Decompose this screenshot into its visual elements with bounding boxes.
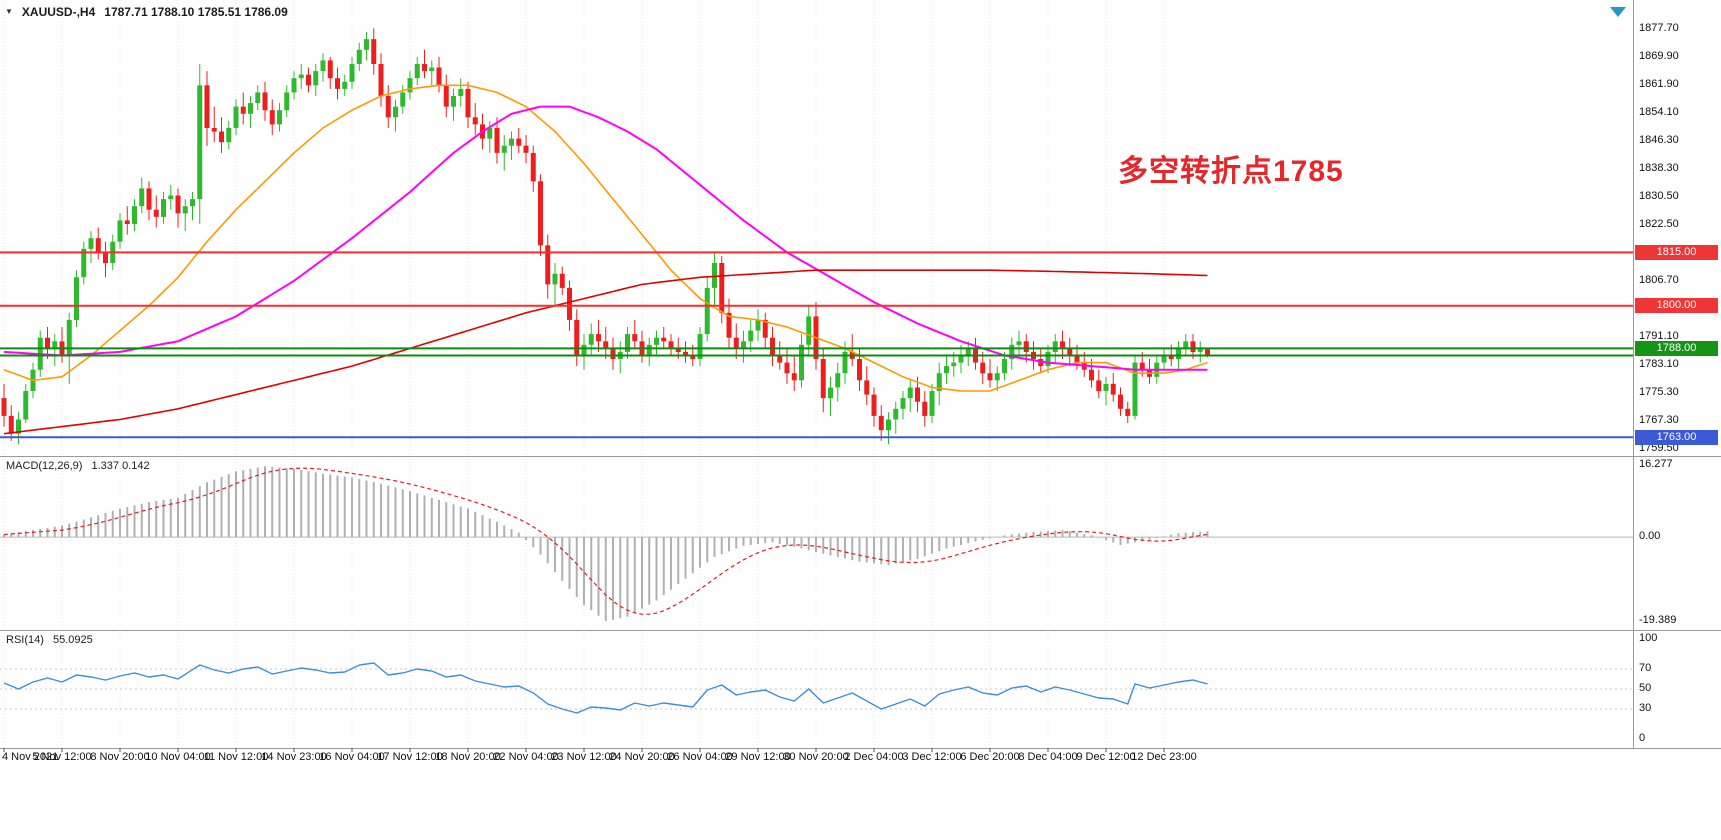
price-tick: 1830.50: [1639, 190, 1679, 202]
price-badge: 1788.00: [1635, 341, 1718, 356]
time-label: 9 Dec 12:00: [1076, 751, 1136, 763]
time-label: 22 Nov 04:00: [493, 751, 559, 763]
symbol-timeframe-label: XAUUSD-,H4: [21, 5, 96, 19]
price-tick: 1877.70: [1639, 22, 1679, 34]
macd-values: 1.337 0.142: [91, 460, 150, 472]
rsi-scale-tick: 70: [1639, 662, 1652, 674]
price-badge: 1763.00: [1635, 430, 1718, 445]
time-label: 30 Nov 20:00: [783, 751, 849, 763]
time-label: 11 Nov 12:00: [203, 751, 269, 763]
price-tick: 1783.10: [1639, 358, 1679, 370]
price-tick: 1846.30: [1639, 134, 1679, 146]
rsi-level-lines: [0, 668, 1633, 710]
rsi-scale-tick: 30: [1639, 702, 1652, 714]
time-label: 26 Nov 04:00: [667, 751, 733, 763]
time-label: 6 Dec 20:00: [960, 751, 1020, 763]
time-label: 16 Nov 04:00: [319, 751, 385, 763]
candles-layer[interactable]: [1, 28, 1211, 445]
chart-header: ▼ XAUUSD-,H4 1787.71 1788.10 1785.51 178…: [5, 5, 288, 19]
hlines-layer[interactable]: [0, 251, 1633, 439]
time-label: 8 Nov 20:00: [90, 751, 150, 763]
time-axis[interactable]: 4 Nov 2021 5 Nov 12:00 8 Nov 20:00 10 Nov 0…: [0, 751, 1721, 767]
time-label: 4 Nov 2021: [2, 751, 59, 763]
price-tick: 1791.10: [1639, 330, 1679, 342]
macd-scale-tick: 16.277: [1639, 458, 1673, 470]
macd-indicator-label: MACD(12,26,9) 1.337 0.142: [6, 460, 156, 472]
price-tick: 1838.30: [1639, 162, 1679, 174]
time-label: 18 Nov 20:00: [435, 751, 501, 763]
macd-scale-tick: 0.00: [1639, 530, 1661, 542]
price-tick: 1759.50: [1639, 442, 1679, 454]
rsi-name: RSI(14): [6, 634, 44, 646]
ma-slow-red: [3, 269, 1208, 435]
price-badge: 1815.00: [1635, 245, 1718, 260]
time-label: 23 Nov 12:00: [551, 751, 617, 763]
price-badge: 1800.00: [1635, 298, 1718, 313]
time-label: 29 Nov 12:00: [725, 751, 791, 763]
time-label: 12 Dec 23:00: [1131, 751, 1197, 763]
price-tick: 1854.10: [1639, 106, 1679, 118]
time-label: 8 Dec 04:00: [1018, 751, 1078, 763]
time-label: 17 Nov 12:00: [377, 751, 443, 763]
rsi-scale-tick: 0: [1639, 732, 1646, 744]
price-tick: 1861.90: [1639, 78, 1679, 90]
time-label: 10 Nov 04:00: [145, 751, 211, 763]
macd-signal-line: [3, 467, 1208, 615]
price-tick: 1822.50: [1639, 218, 1679, 230]
price-tick: 1869.90: [1639, 50, 1679, 62]
macd-scale-tick: -19.389: [1639, 614, 1677, 626]
rsi-indicator-label: RSI(14) 55.0925: [6, 634, 99, 646]
price-tick: 1806.70: [1639, 274, 1679, 286]
ma-fast-orange: [3, 84, 1208, 392]
ohlc-readout: 1787.71 1788.10 1785.51 1786.09: [104, 5, 288, 19]
time-label: 2 Dec 04:00: [844, 751, 904, 763]
scroll-anchor-icon[interactable]: [1610, 7, 1626, 17]
price-tick: 1767.30: [1639, 414, 1679, 426]
rsi-scale-tick: 50: [1639, 682, 1652, 694]
rsi-scale-tick: 100: [1639, 632, 1658, 644]
rsi-values: 55.0925: [52, 634, 93, 646]
pane-separators: [0, 0, 1721, 752]
time-label: 24 Nov 20:00: [609, 751, 675, 763]
time-label: 3 Dec 12:00: [902, 751, 962, 763]
macd-name: MACD(12,26,9): [6, 460, 83, 472]
rsi-line: [3, 662, 1208, 714]
time-label: 5 Nov 12:00: [32, 751, 92, 763]
annotation-text[interactable]: 多空转折点1785: [1118, 155, 1344, 188]
price-tick: 1775.30: [1639, 386, 1679, 398]
macd-histogram: [3, 466, 1209, 622]
time-label: 14 Nov 23:00: [261, 751, 327, 763]
symbol-triangle-icon: ▼: [5, 7, 13, 16]
price-axis[interactable]: 1877.70 1869.90 1861.90 1854.10 1846.30 1838.…: [1634, 0, 1721, 770]
